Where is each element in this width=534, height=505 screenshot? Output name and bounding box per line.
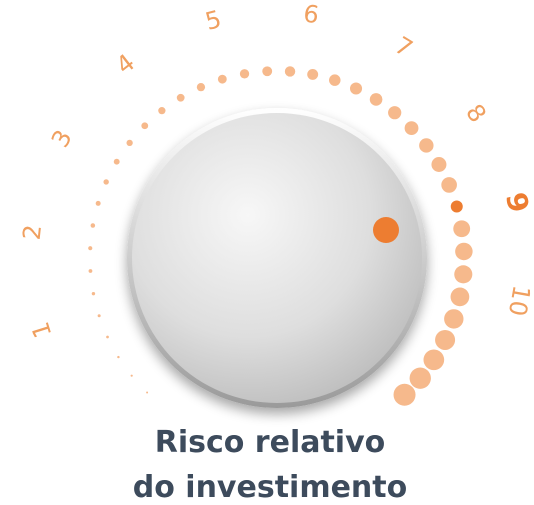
scale-label: 10 [503,283,534,318]
scale-dot [307,69,318,80]
scale-dot [126,140,132,146]
scale-dot [240,69,249,78]
scale-dot [218,75,227,84]
scale-label: 6 [302,0,321,29]
scale-dot [98,314,101,317]
scale-dot [114,159,120,165]
knob-indicator [373,217,399,243]
risk-dial: 1 2 3 4 5 6 7 8 9 10 Risco relativo do investimen… [0,0,534,505]
scale-dot [117,356,119,358]
scale-dot [453,220,470,237]
scale-label: 5 [202,5,224,36]
scale-dot [103,179,108,184]
scale-dot [435,330,455,350]
scale-dot [285,66,295,76]
scale-dot [451,288,470,307]
scale-dot [197,83,205,91]
scale-dot [444,309,463,328]
scale-dot [451,200,463,212]
scale-dot [441,177,457,193]
scale-dot [91,223,96,228]
scale-dot [431,157,446,172]
scale-dot [405,121,419,135]
scale-dot [92,292,95,295]
scale-label: 2 [18,223,47,241]
caption-line: Risco relativo [155,425,386,460]
scale-dot [141,122,148,129]
scale-dot [146,392,148,394]
scale-dot [131,375,133,377]
scale-dot [419,138,433,152]
scale-dot [370,93,383,106]
caption-line: do investimento [133,470,407,505]
scale-dot [96,201,101,206]
scale-dot [177,94,185,102]
scale-label: 1 [26,319,57,342]
scale-dot [423,350,444,371]
scale-dot [88,246,92,250]
scale-label: 4 [111,48,140,79]
scale-dot [262,66,272,76]
scale-dot [106,336,109,339]
scale-dot [329,74,341,86]
scale-dot [388,106,401,119]
scale-dot [89,269,93,273]
scale-label: 8 [460,99,492,128]
knob-face [132,113,422,403]
knob [127,108,427,408]
scale-label: 7 [390,31,418,63]
scale-dot [454,265,472,283]
scale-dot [394,384,416,406]
scale-label: 9 [499,189,534,215]
scale-dot [158,107,165,114]
scale-label: 3 [46,125,78,152]
scale-dot [455,243,472,260]
scale-dot [410,368,431,389]
scale-dot [350,82,362,94]
